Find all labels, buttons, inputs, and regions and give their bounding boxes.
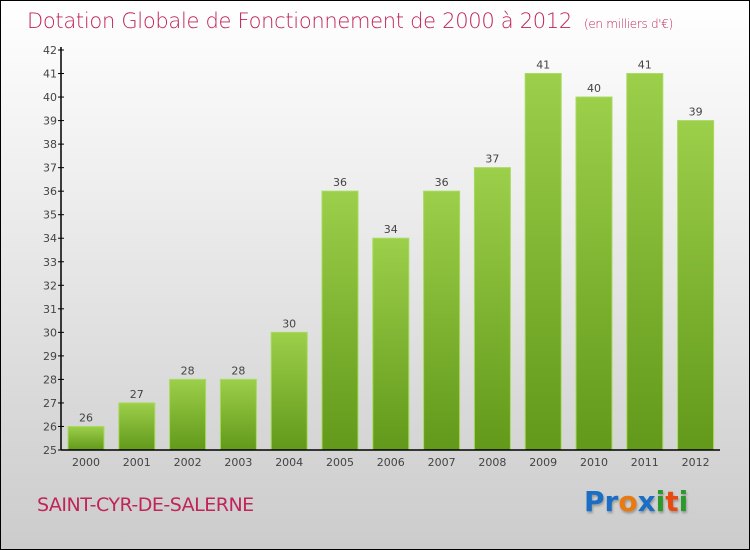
y-tick-label: 29 [43, 350, 57, 363]
y-tick-label: 27 [43, 397, 57, 410]
x-tick-label-2006: 2006 [377, 456, 405, 469]
x-tick-label-2001: 2001 [123, 456, 151, 469]
y-tick-label: 34 [43, 232, 57, 245]
y-tick-label: 26 [43, 420, 57, 433]
value-label-2001: 27 [130, 388, 144, 401]
bar-2001 [118, 402, 156, 451]
logo-letter: i [678, 485, 689, 518]
bar-2006 [372, 237, 410, 451]
x-tick-label-2005: 2005 [326, 456, 354, 469]
unit-label: (en milliers d'€) [583, 17, 673, 31]
value-label-2000: 26 [79, 411, 93, 424]
bar-2008 [473, 167, 511, 451]
x-tick-label-2011: 2011 [631, 456, 659, 469]
y-tick-label: 32 [43, 279, 57, 292]
y-tick-label: 30 [43, 326, 57, 339]
bar-2011 [626, 73, 664, 451]
bar-2004 [270, 331, 308, 451]
y-tick-label: 42 [43, 44, 57, 57]
logo-letter: t [665, 485, 679, 518]
value-label-2005: 36 [333, 176, 347, 189]
value-label-2011: 41 [638, 59, 652, 72]
value-label-2004: 30 [282, 317, 296, 330]
y-tick-label: 35 [43, 209, 57, 222]
x-tick-label-2004: 2004 [275, 456, 303, 469]
y-tick-label: 41 [43, 68, 57, 81]
y-tick-label: 33 [43, 256, 57, 269]
value-label-2009: 41 [536, 59, 550, 72]
y-tick-label: 31 [43, 303, 57, 316]
value-label-2010: 40 [587, 82, 601, 95]
value-label-2012: 39 [689, 106, 703, 119]
bar-2005 [321, 190, 359, 451]
x-tick-label-2012: 2012 [682, 456, 710, 469]
x-tick-label-2000: 2000 [72, 456, 100, 469]
x-tick-label-2009: 2009 [529, 456, 557, 469]
y-tick-label: 40 [43, 91, 57, 104]
logo-letter: x [637, 485, 656, 518]
x-tick-label-2002: 2002 [174, 456, 202, 469]
logo-letter: P [584, 485, 605, 518]
logo-letter: i [655, 485, 666, 518]
x-tick-label-2010: 2010 [580, 456, 608, 469]
value-label-2003: 28 [231, 364, 245, 377]
y-tick-label: 38 [43, 138, 57, 151]
bar-2002 [169, 378, 207, 451]
bar-2003 [219, 378, 257, 451]
value-label-2002: 28 [181, 364, 195, 377]
logo-letter: o [618, 485, 638, 518]
proxiti-logo: Proxiti [584, 485, 688, 518]
value-label-2008: 37 [485, 153, 499, 166]
bar-2000 [67, 425, 105, 451]
logo-letter: r [604, 485, 619, 518]
value-label-2006: 34 [384, 223, 398, 236]
bar-2009 [524, 73, 562, 451]
x-tick-label-2007: 2007 [428, 456, 456, 469]
y-tick-label: 36 [43, 185, 57, 198]
y-tick-label: 25 [43, 444, 57, 457]
x-tick-label-2008: 2008 [478, 456, 506, 469]
y-tick-label: 37 [43, 162, 57, 175]
value-label-2007: 36 [435, 176, 449, 189]
x-tick-label-2003: 2003 [224, 456, 252, 469]
chart-title: Dotation Globale de Fonctionnement de 20… [27, 9, 673, 33]
bar-2012 [677, 120, 715, 451]
y-tick-label: 28 [43, 373, 57, 386]
bar-2010 [575, 96, 613, 451]
bar-2007 [423, 190, 461, 451]
y-tick-label: 39 [43, 115, 57, 128]
title-text: Dotation Globale de Fonctionnement de 20… [27, 9, 572, 33]
commune-name: SAINT-CYR-DE-SALERNE [37, 494, 254, 516]
